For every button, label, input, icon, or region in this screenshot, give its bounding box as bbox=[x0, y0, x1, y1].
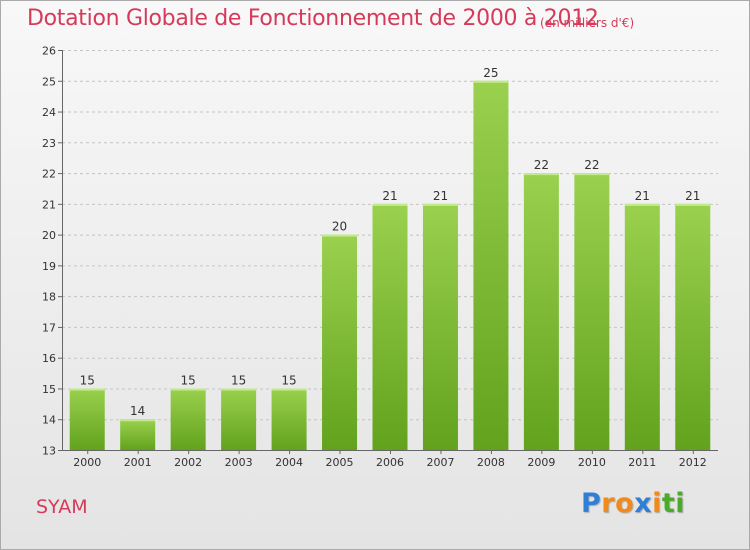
y-tick-label: 13 bbox=[42, 445, 56, 458]
bar bbox=[574, 173, 610, 451]
bar bbox=[69, 388, 105, 450]
y-tick-label: 19 bbox=[42, 260, 56, 273]
bar-value-label: 20 bbox=[332, 220, 347, 234]
proxiti-logo: Proxiti bbox=[581, 488, 685, 519]
logo-letter: i bbox=[652, 488, 662, 519]
bar-value-label: 21 bbox=[433, 189, 448, 203]
logo-letter: i bbox=[675, 488, 686, 519]
bar bbox=[322, 234, 358, 450]
y-tick-label: 16 bbox=[42, 352, 56, 365]
commune-name: SYAM bbox=[36, 496, 88, 518]
axes bbox=[58, 50, 718, 454]
y-tick-label: 22 bbox=[42, 168, 56, 181]
bar-value-label: 15 bbox=[80, 373, 95, 387]
bar bbox=[120, 419, 156, 450]
x-tick-label: 2012 bbox=[679, 456, 707, 469]
bar-value-label: 14 bbox=[130, 404, 145, 418]
y-tick-label: 14 bbox=[42, 414, 56, 427]
y-tick-label: 21 bbox=[42, 198, 56, 211]
x-tick-label: 2002 bbox=[174, 456, 202, 469]
x-tick-label: 2008 bbox=[477, 456, 505, 469]
y-tick-label: 23 bbox=[42, 137, 56, 150]
bar-value-label: 21 bbox=[382, 189, 397, 203]
chart-unit: (en milliers d'€) bbox=[540, 16, 635, 30]
y-tick-label: 20 bbox=[42, 229, 56, 242]
bars bbox=[69, 80, 711, 451]
bar bbox=[271, 388, 307, 450]
logo-letter: o bbox=[615, 488, 635, 519]
bar bbox=[523, 173, 559, 451]
y-tick-label: 25 bbox=[42, 75, 56, 88]
logo-letter: t bbox=[661, 488, 676, 519]
y-tick-label: 17 bbox=[42, 321, 56, 334]
bar bbox=[473, 80, 509, 451]
y-tick-label: 26 bbox=[42, 45, 56, 58]
bar-value-label: 15 bbox=[231, 373, 246, 387]
x-tick-label: 2001 bbox=[124, 456, 152, 469]
logo-letter: x bbox=[634, 488, 653, 519]
bar-value-label: 21 bbox=[685, 189, 700, 203]
bar bbox=[170, 388, 206, 450]
bar-value-label: 22 bbox=[584, 158, 599, 172]
y-tick-label: 24 bbox=[42, 106, 56, 119]
bar bbox=[221, 388, 257, 450]
x-tick-label: 2011 bbox=[628, 456, 656, 469]
bar bbox=[422, 203, 458, 450]
labels: 13 14 15 16 17 18 19 20 21 22 23 24 25 26 15 2000 14 2001… bbox=[42, 45, 707, 470]
bar bbox=[372, 203, 408, 450]
x-tick-label: 2010 bbox=[578, 456, 606, 469]
y-tick-label: 15 bbox=[42, 383, 56, 396]
bar-value-label: 21 bbox=[635, 189, 650, 203]
bar bbox=[675, 203, 711, 450]
x-tick-label: 2006 bbox=[376, 456, 404, 469]
y-tick-label: 18 bbox=[42, 291, 56, 304]
bar-value-label: 15 bbox=[181, 373, 196, 387]
x-tick-label: 2005 bbox=[326, 456, 354, 469]
x-tick-label: 2004 bbox=[275, 456, 303, 469]
logo-letter: r bbox=[601, 488, 616, 519]
x-tick-label: 2003 bbox=[225, 456, 253, 469]
chart-title: Dotation Globale de Fonctionnement de 20… bbox=[27, 6, 599, 31]
logo-letter: P bbox=[581, 488, 602, 519]
bar-value-label: 25 bbox=[483, 66, 498, 80]
bar-value-label: 22 bbox=[534, 158, 549, 172]
x-tick-label: 2000 bbox=[73, 456, 101, 469]
bar bbox=[624, 203, 660, 450]
bar-value-label: 15 bbox=[281, 373, 296, 387]
x-tick-label: 2009 bbox=[527, 456, 555, 469]
x-tick-label: 2007 bbox=[426, 456, 454, 469]
